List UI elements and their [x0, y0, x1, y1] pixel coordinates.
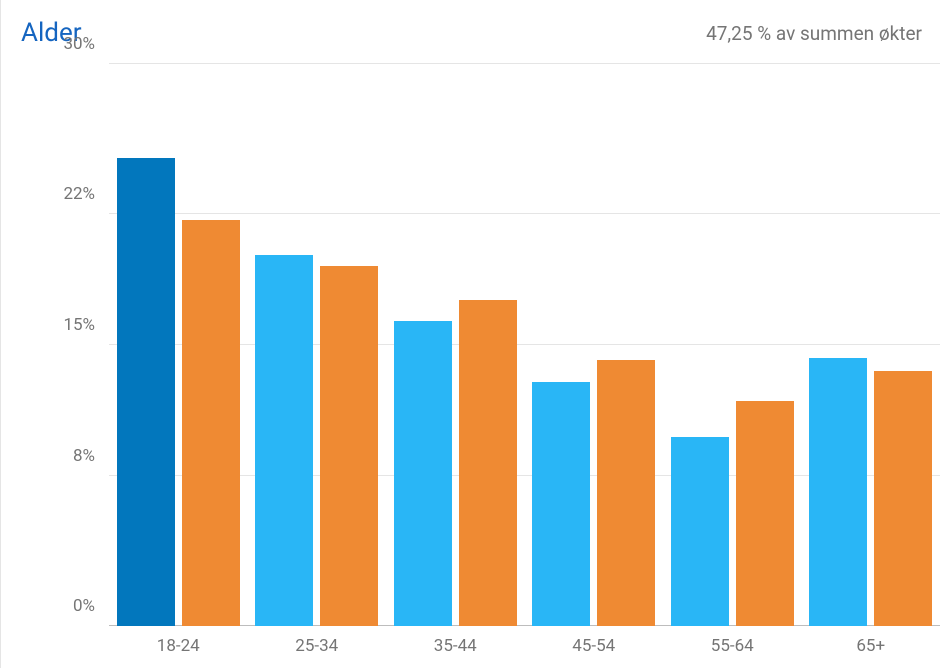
y-axis: 0%8%15%22%30%: [1, 64, 109, 626]
bar-series-b: [597, 360, 655, 626]
bar-series-a: [532, 382, 590, 626]
y-tick-label: 0%: [73, 596, 95, 616]
bar-group: [109, 64, 248, 626]
bar-group: [663, 64, 802, 626]
bar-series-a: [255, 255, 313, 626]
x-tick-label: 55-64: [663, 626, 802, 668]
x-tick-label: 65+: [802, 626, 941, 668]
bars-container: [109, 64, 940, 626]
y-tick-label: 22%: [63, 184, 95, 204]
bar-series-b: [459, 300, 517, 626]
x-tick-label: 18-24: [109, 626, 248, 668]
bar-series-b: [320, 266, 378, 626]
y-tick-label: 15%: [63, 315, 95, 335]
bar-series-b: [874, 371, 932, 626]
x-tick-label: 45-54: [525, 626, 664, 668]
x-axis: 18-2425-3435-4445-5455-6465+: [109, 626, 940, 668]
age-chart: Alder 47,25 % av summen økter 0% 8% 15% 22%…: [0, 0, 946, 668]
chart-header: Alder 47,25 % av summen økter: [1, 0, 946, 64]
bar-group: [802, 64, 941, 626]
chart-subtitle: 47,25 % av summen økter: [706, 22, 922, 45]
bar-series-b: [182, 220, 240, 627]
bar-group: [386, 64, 525, 626]
bar-group: [248, 64, 387, 626]
plot-area: 0%8%15%22%30% 18-2425-3435-4445-5455-646…: [1, 64, 946, 668]
bar-series-a: [809, 358, 867, 626]
bar-series-a: [117, 158, 175, 626]
bar-series-a: [671, 437, 729, 626]
x-tick-label: 35-44: [386, 626, 525, 668]
bar-series-a: [394, 321, 452, 626]
x-tick-label: 25-34: [248, 626, 387, 668]
bar-series-b: [736, 401, 794, 626]
bar-group: [525, 64, 664, 626]
y-tick-label: 30%: [63, 34, 95, 54]
y-tick-label: 8%: [73, 446, 95, 466]
